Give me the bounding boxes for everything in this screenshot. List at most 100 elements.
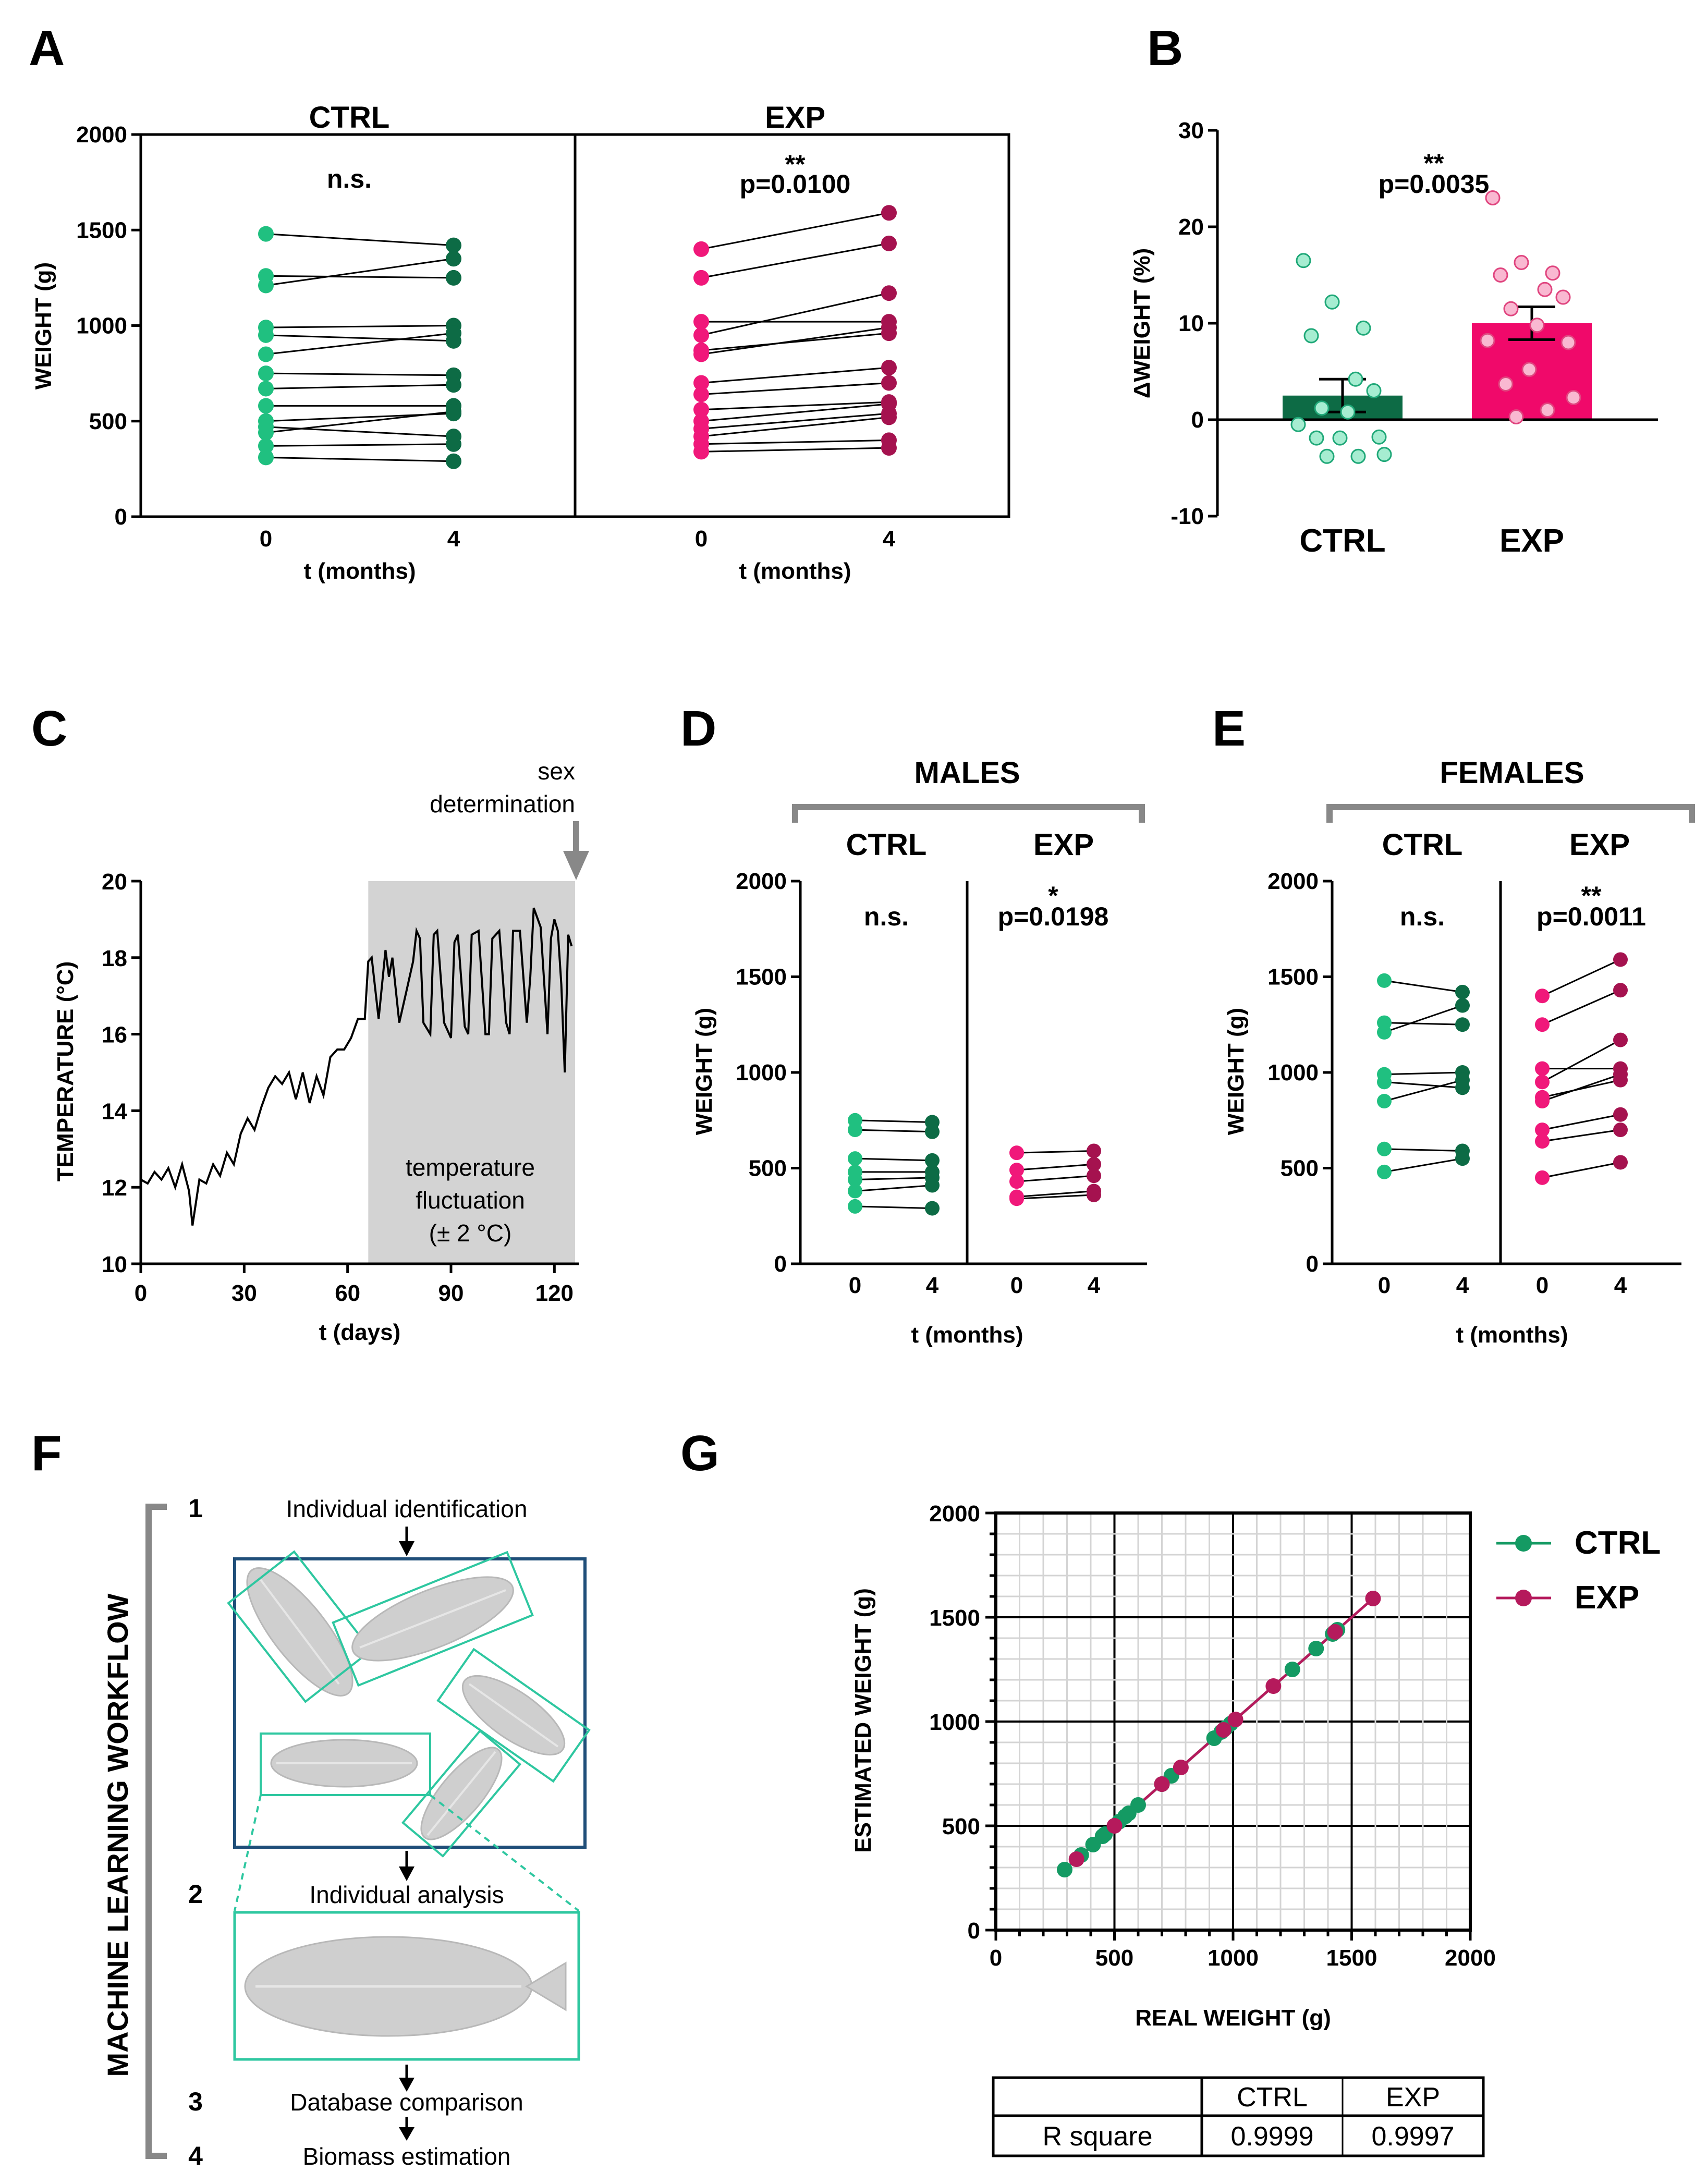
panel-a-exp-pair-line	[701, 326, 889, 355]
panel-a-ctrl-point-t0	[258, 277, 274, 294]
panel-label-b: B	[1147, 20, 1183, 76]
panel-a-exp-point-t0	[693, 270, 709, 286]
panel-a-exp-pair-line	[701, 416, 889, 437]
panel-c-shade-label-1: temperature	[406, 1154, 535, 1181]
panel-e-ctrl-pair-line	[1384, 1005, 1463, 1033]
panel-g-exp-point	[1365, 1591, 1381, 1606]
panel-a-exp-point-t0	[693, 314, 709, 330]
panel-a-ctrl-point-t0	[258, 346, 274, 362]
panel-c-ytick-label: 20	[102, 869, 127, 895]
panel-e-ctrl-point-t0	[1377, 1075, 1392, 1090]
panel-e-exp-point-t0	[1535, 1122, 1550, 1138]
panel-a-ctrl-title: CTRL	[309, 101, 390, 135]
panel-label-a: A	[29, 20, 65, 76]
panel-e-exp-point-t4	[1613, 1067, 1628, 1082]
panel-b-ctrl-point	[1340, 404, 1356, 420]
panel-d-exp-point-t0	[1009, 1163, 1024, 1178]
panel-a-exp-pair-line	[701, 439, 889, 445]
panel-d-points	[848, 1113, 1101, 1216]
panel-g-grid	[996, 1513, 1470, 1930]
panel-d-exp-point-t4	[1087, 1157, 1101, 1172]
panel-b-ytick-label: 0	[1191, 407, 1204, 433]
panel-c-ytick-label: 16	[102, 1022, 127, 1048]
panel-f-vertical-title: MACHINE LEARNING WORKFLOW	[101, 1593, 134, 2077]
panel-e-exp-point-t4	[1613, 1122, 1628, 1138]
panel-a-ctrl-point-t0	[258, 327, 274, 343]
panel-e-ytick-label: 1000	[1267, 1060, 1319, 1085]
panel-e-ytick-label: 1500	[1267, 965, 1319, 990]
panel-b-ctrl-point	[1348, 371, 1363, 387]
panel-e-exp-subtitle: EXP	[1569, 828, 1630, 862]
panel-b-exp-point	[1540, 402, 1555, 418]
panel-b-points	[1290, 190, 1581, 464]
panel-e-exp-pair-line	[1542, 1079, 1621, 1099]
panel-c-ytick-label: 14	[102, 1099, 127, 1124]
panel-d-exp-pair-line	[1016, 1190, 1094, 1198]
panel-a-ctrl-point-t0	[258, 438, 274, 454]
panel-a-exp-pair-line	[701, 403, 889, 422]
panel-a-ctrl-point-t0	[258, 381, 274, 397]
panel-a-exp-point-t4	[881, 235, 897, 251]
panel-a-exp-pvalue: p=0.0100	[740, 169, 851, 199]
panel-g-exp-point	[1327, 1624, 1343, 1640]
panel-g-xtick-label: 2000	[1445, 1945, 1496, 1971]
panel-a-ctrl-pair-line	[265, 325, 454, 328]
panel-a-ctrl-pair-line	[265, 258, 454, 287]
table-header-ctrl: CTRL	[1237, 2082, 1308, 2113]
panel-b-ctrl-point	[1324, 294, 1340, 310]
panel-e-ctrl-point-t4	[1455, 1017, 1470, 1032]
panel-d-ctrl-point-t0	[848, 1151, 862, 1166]
panel-a-ctrl-xtick-4: 4	[447, 526, 460, 552]
panel-d-ctrl-pair-line	[855, 1129, 933, 1133]
panel-a-exp-xlabel: t (months)	[739, 558, 851, 584]
panel-f-step-2-num: 2	[188, 1880, 203, 1909]
panel-g-ctrl-point	[1284, 1662, 1300, 1677]
panel-e-exp-pair-line	[1542, 1039, 1621, 1083]
panel-e-bracket	[1326, 804, 1695, 823]
panel-b-ctrl-point	[1303, 328, 1319, 344]
panel-c-xtick-label: 0	[135, 1280, 147, 1306]
panel-g-ytick-label: 1000	[929, 1710, 980, 1735]
panel-a-exp-point-t0	[693, 327, 709, 343]
panel-d-ctrl-pair-line	[855, 1119, 933, 1123]
panel-d-ctrl-stat: n.s.	[864, 902, 909, 931]
panel-e-ctrl-point-t0	[1377, 1141, 1392, 1156]
legend-ctrl-marker	[1515, 1535, 1532, 1552]
panel-b-exp-point	[1560, 335, 1576, 350]
panel-c-ytick-label: 10	[102, 1252, 127, 1277]
panel-a-ctrl-pair-line	[265, 456, 454, 462]
panel-a-ctrl-point-t4	[446, 270, 461, 286]
panel-d-ctrl-point-t4	[925, 1178, 940, 1193]
panel-e-exp-xtick-0: 0	[1536, 1273, 1549, 1298]
panel-e-ctrl-pair-line	[1384, 1022, 1463, 1026]
panel-a-ctrl-point-t4	[446, 251, 461, 267]
panel-e-exp-point-t0	[1535, 1170, 1550, 1185]
panel-a-ctrl-point-t4	[446, 436, 461, 452]
panel-g-exp-point	[1215, 1722, 1232, 1738]
panel-a-exp-point-t0	[693, 386, 709, 402]
panel-d-bracket	[792, 804, 1145, 823]
arrow-2-head	[399, 1866, 414, 1881]
table-value-ctrl: 0.9999	[1230, 2121, 1313, 2152]
panel-e-exp-point-t0	[1535, 1017, 1550, 1032]
panel-e-ctrl-pair-line	[1384, 1079, 1463, 1102]
panel-e-exp-xtick-4: 4	[1614, 1273, 1627, 1298]
panel-e-exp-point-t4	[1613, 1155, 1628, 1170]
panel-e-ctrl-point-t0	[1377, 1164, 1392, 1179]
r-square-table: CTRL EXP R square 0.9999 0.9997	[992, 2076, 1485, 2157]
panel-d-exp-stars: *	[1048, 881, 1058, 910]
panel-b-xtick-ctrl: CTRL	[1299, 523, 1385, 559]
panel-b-exp-point	[1521, 362, 1537, 377]
detection-frame	[233, 1557, 587, 1849]
panel-e-ctrl-point-t0	[1377, 1094, 1392, 1109]
panel-d-ctrl-pair-line	[855, 1157, 933, 1162]
panel-b-exp-point	[1555, 289, 1571, 305]
panel-b-exp-point	[1514, 254, 1529, 270]
panel-a-exp-point-t0	[693, 241, 709, 257]
panel-b-ctrl-point	[1371, 429, 1387, 445]
panel-c-xtick-label: 60	[335, 1280, 360, 1306]
panel-f-step-3-label: Database comparison	[290, 2089, 523, 2116]
panel-d-ctrl-pair-line	[855, 1177, 933, 1181]
panel-c-ytick-label: 18	[102, 946, 127, 971]
